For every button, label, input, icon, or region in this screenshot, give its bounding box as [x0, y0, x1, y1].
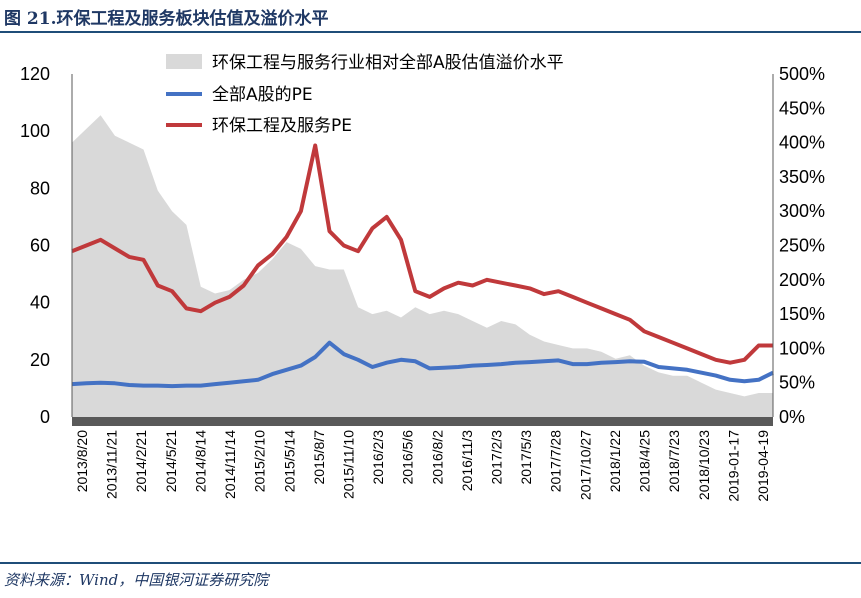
right-tick-label: 50% [779, 373, 815, 393]
right-tick-label: 0% [779, 407, 805, 427]
x-tick-label: 2017/7/28 [548, 430, 564, 492]
left-tick-label: 20 [30, 350, 50, 370]
chart-title: 图 21.环保工程及服务板块估值及溢价水平 [4, 9, 329, 29]
bottom-rule [0, 562, 861, 564]
legend-label-all-a: 全部A股的PE [212, 85, 313, 105]
right-tick-label: 150% [779, 304, 825, 324]
right-tick-label: 350% [779, 167, 825, 187]
x-tick-label: 2019-04-19 [755, 430, 771, 502]
x-tick-label: 2013/11/21 [104, 430, 120, 499]
x-tick-label: 2019-01-17 [725, 430, 741, 502]
x-tick-label: 2016/5/6 [400, 430, 416, 485]
x-tick-label: 2014/5/21 [163, 430, 179, 492]
x-tick-label: 2018/10/23 [696, 430, 712, 500]
right-tick-label: 200% [779, 270, 825, 290]
x-tick-label: 2016/11/3 [459, 430, 475, 491]
x-tick-label: 2014/11/14 [222, 430, 238, 499]
x-tick-label: 2016/8/2 [429, 430, 445, 485]
x-tick-label: 2017/2/3 [489, 430, 505, 485]
x-tick-label: 2014/8/14 [192, 430, 208, 492]
legend-label-area: 环保工程与服务行业相对全部A股估值溢价水平 [212, 53, 564, 73]
x-axis-band [72, 417, 773, 426]
x-tick-label: 2015/2/10 [252, 430, 268, 492]
right-tick-label: 400% [779, 133, 825, 153]
x-tick-label: 2015/5/14 [281, 430, 297, 492]
env-pe-line [71, 143, 773, 365]
x-tick-label: 2015/11/10 [340, 430, 356, 499]
legend-swatch-area [166, 54, 202, 69]
legend-label-env: 环保工程及服务PE [212, 116, 352, 136]
right-tick-label: 500% [779, 64, 825, 84]
x-tick-label: 2016/2/3 [370, 430, 386, 485]
top-rule [0, 31, 861, 33]
left-tick-label: 100 [20, 121, 50, 141]
all-a-pe-line [71, 340, 774, 389]
x-tick-label: 2018/7/23 [666, 430, 682, 492]
x-tick-label: 2018/1/22 [607, 430, 623, 492]
x-tick-label: 2018/4/25 [637, 430, 653, 492]
x-tick-label: 2014/2/21 [133, 430, 149, 492]
x-tick-label: 2015/8/7 [311, 430, 327, 485]
left-axis-ticks: 0 20 40 60 80 100 120 [20, 64, 50, 427]
premium-area-series [72, 115, 773, 417]
source-note: 资料来源：Wind，中国银河证券研究院 [4, 571, 269, 589]
x-tick-label: 2013/8/20 [74, 430, 90, 492]
x-axis-ticks: 2013/8/20 2013/11/21 2014/2/21 2014/5/21 201… [74, 430, 771, 502]
left-tick-label: 80 [30, 178, 50, 198]
legend: 环保工程与服务行业相对全部A股估值溢价水平 全部A股的PE 环保工程及服务PE [166, 53, 564, 136]
x-tick-label: 2017/5/3 [518, 430, 534, 485]
left-tick-label: 60 [30, 236, 50, 256]
left-tick-label: 120 [20, 64, 50, 84]
right-axis-ticks: 0% 50% 100% 150% 200% 250% 300% 350% 400% 450% 500… [779, 64, 825, 427]
right-tick-label: 450% [779, 98, 825, 118]
right-tick-label: 250% [779, 236, 825, 256]
right-tick-label: 100% [779, 338, 825, 358]
x-tick-label: 2017/10/27 [577, 430, 593, 500]
left-tick-label: 40 [30, 293, 50, 313]
right-tick-label: 300% [779, 201, 825, 221]
left-tick-label: 0 [40, 407, 50, 427]
